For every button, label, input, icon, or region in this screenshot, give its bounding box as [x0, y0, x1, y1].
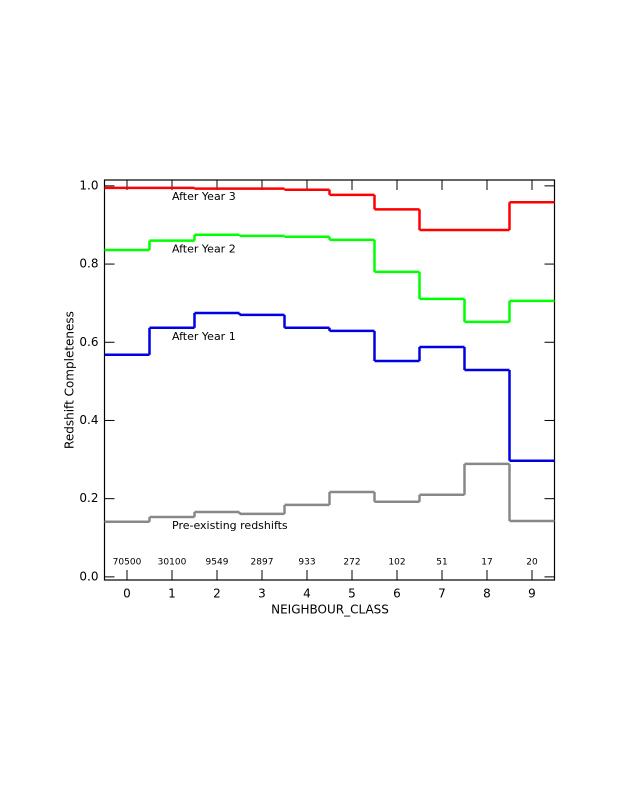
x-tick-label: 9: [528, 587, 536, 601]
y-axis-label: Redshift Completeness: [63, 311, 77, 449]
x-tick-label: 5: [348, 587, 356, 601]
x-tick-label: 4: [303, 587, 311, 601]
series-label: After Year 2: [172, 243, 236, 256]
y-tick-label: 0.4: [79, 413, 98, 427]
y-tick-label: 0.2: [79, 491, 98, 505]
series-label: Pre-existing redshifts: [172, 519, 288, 532]
count-label: 272: [343, 558, 360, 568]
x-tick-label: 6: [393, 587, 401, 601]
y-tick-label: 1.0: [79, 178, 98, 192]
x-axis-label: NEIGHBOUR_CLASS: [271, 603, 389, 617]
x-tick-label: 1: [168, 587, 176, 601]
series-label: After Year 1: [172, 330, 236, 343]
y-tick-label: 0.6: [79, 335, 98, 349]
count-label: 9549: [206, 558, 229, 568]
count-label: 102: [388, 558, 405, 568]
x-tick-label: 2: [213, 587, 221, 601]
count-label: 17: [481, 558, 492, 568]
count-label: 51: [436, 558, 447, 568]
y-tick-label: 0.8: [79, 257, 98, 271]
count-label: 30100: [158, 558, 187, 568]
series-label: After Year 3: [172, 190, 236, 203]
count-label: 70500: [113, 558, 142, 568]
x-tick-label: 8: [483, 587, 491, 601]
x-tick-label: 7: [438, 587, 446, 601]
count-label: 2897: [251, 558, 274, 568]
plot-frame: [103, 179, 556, 581]
x-tick-label: 3: [258, 587, 266, 601]
x-tick-label: 0: [123, 587, 131, 601]
y-tick-label: 0.0: [79, 569, 98, 583]
count-label: 20: [526, 558, 538, 568]
count-label: 933: [298, 558, 315, 568]
